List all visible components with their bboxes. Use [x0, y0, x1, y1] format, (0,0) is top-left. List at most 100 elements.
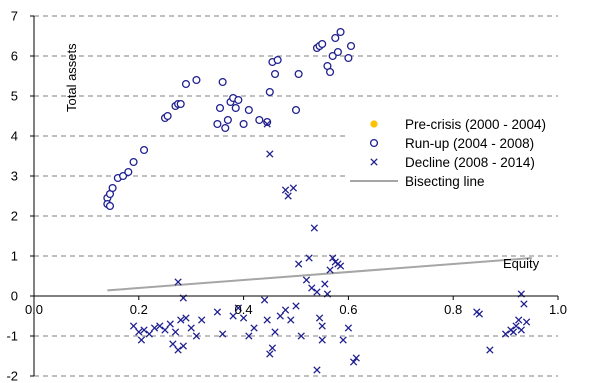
x-stroke — [321, 280, 329, 288]
decline-point — [520, 300, 528, 308]
decline-point — [187, 324, 195, 332]
tick-labels: -2 -1 0 1 2 3 4 5 6 7 0.0 0.2 0.4 0.6 0.8 1.0 — [6, 9, 567, 383]
y-tick-label: 4 — [11, 129, 18, 144]
decline-point — [281, 306, 290, 314]
run-up-point — [234, 95, 243, 105]
run-up-point — [215, 103, 225, 113]
run-up-point — [291, 105, 301, 115]
x-stroke — [268, 344, 277, 352]
decline-point — [321, 280, 329, 288]
y-tick-label: 1 — [11, 249, 18, 264]
x-stroke — [145, 330, 153, 338]
run-up-point — [239, 119, 248, 129]
decline-point — [318, 336, 326, 344]
decline-point — [250, 324, 258, 332]
x-stroke — [174, 278, 182, 286]
decline-point — [245, 332, 253, 340]
x-stroke — [336, 262, 345, 270]
run-up-point — [231, 103, 240, 113]
decline-point — [310, 224, 318, 232]
run-up-point — [139, 145, 149, 155]
y-tick-label: 6 — [11, 49, 18, 64]
run-up-point — [263, 117, 272, 127]
run-up-point — [129, 157, 138, 167]
decline-point — [174, 346, 182, 354]
decline-point — [192, 332, 201, 340]
decline-point — [137, 336, 146, 344]
bisecting-line — [107, 257, 532, 292]
x-stroke — [318, 336, 326, 344]
decline-point — [308, 284, 316, 292]
decline-point — [313, 366, 321, 374]
x-tick-label: 0.2 — [130, 302, 148, 317]
y-tick-label: 5 — [11, 89, 18, 104]
x-tick-label: 1.0 — [549, 302, 567, 317]
x-stroke — [192, 332, 201, 340]
x-stroke — [135, 328, 143, 336]
axes — [30, 15, 559, 377]
y-axis-label: Total assets — [64, 43, 79, 112]
run-up-point — [181, 79, 191, 89]
decline-point — [263, 316, 271, 324]
x-stroke — [287, 316, 295, 324]
run-up-point — [213, 119, 222, 129]
decline-point — [302, 276, 311, 284]
decline-point — [344, 324, 353, 332]
x-stroke — [310, 224, 318, 232]
x-stroke — [140, 326, 148, 334]
run-up-point — [346, 41, 356, 51]
x-stroke — [289, 184, 298, 192]
decline-point — [281, 186, 290, 194]
x-stroke — [198, 316, 206, 324]
x-stroke — [250, 324, 258, 332]
decline-point — [266, 350, 274, 358]
y-tick-label: 0 — [11, 289, 18, 304]
x-stroke — [239, 314, 248, 322]
decline-point — [145, 330, 153, 338]
x-stroke — [281, 186, 290, 194]
x-stroke — [308, 284, 316, 292]
legend-label: Decline (2008 - 2014) — [405, 155, 535, 170]
decline-point — [171, 328, 180, 336]
x-stroke — [260, 296, 269, 304]
x-stroke — [520, 300, 528, 308]
legend-label: Run-up (2004 - 2008) — [405, 136, 534, 151]
x-stroke — [315, 314, 324, 322]
decline-point — [174, 278, 182, 286]
decline-point — [313, 288, 321, 296]
decline-point — [336, 262, 345, 270]
run-up-point — [119, 171, 128, 181]
x-stroke — [266, 350, 274, 358]
decline-point — [156, 322, 164, 330]
x-stroke — [263, 316, 271, 324]
x-stroke — [329, 254, 337, 262]
x-stroke — [169, 340, 177, 348]
bisecting-line-layer — [107, 257, 532, 292]
decline-point — [161, 326, 169, 334]
legend: Pre-crisis (2000 - 2004) Run-up (2004 - 2… — [348, 112, 588, 196]
x-stroke — [339, 336, 347, 344]
run-up-point — [221, 123, 230, 133]
x-tick-label: 0.6 — [339, 302, 357, 317]
x-stroke — [344, 324, 353, 332]
x-stroke — [234, 304, 243, 312]
x-stroke — [266, 150, 274, 158]
run-up-point — [244, 105, 253, 115]
x-axis-label: Equity — [503, 256, 540, 271]
x-stroke — [187, 324, 195, 332]
x-stroke — [302, 276, 311, 284]
decline-point — [218, 330, 227, 338]
decline-point — [305, 254, 313, 262]
x-stroke — [313, 288, 321, 296]
decline-point — [179, 342, 187, 350]
decline-point — [486, 346, 494, 354]
x-stroke — [156, 322, 164, 330]
run-up-point — [108, 183, 117, 193]
y-tick-label: -2 — [6, 369, 18, 383]
decline-point — [515, 316, 523, 324]
run-up-point — [223, 115, 232, 125]
decline-point — [198, 316, 206, 324]
y-tick-label: 2 — [11, 209, 18, 224]
y-tick-label: -1 — [6, 329, 18, 344]
